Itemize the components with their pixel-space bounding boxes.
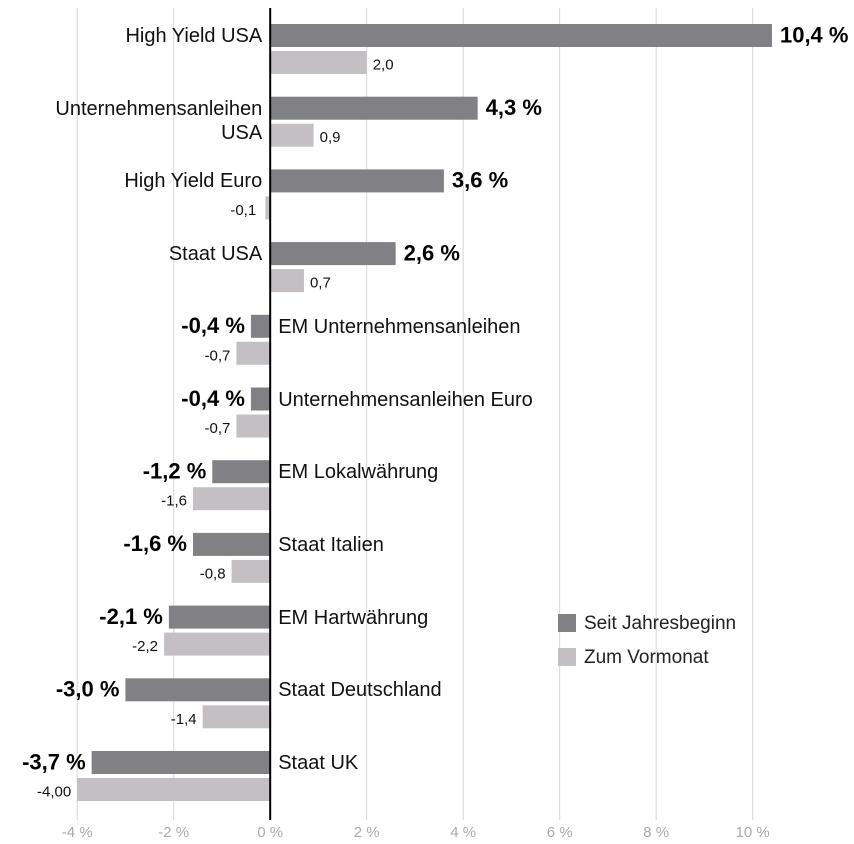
value-label: 2,0 <box>373 56 394 73</box>
bar <box>250 387 271 411</box>
x-tick-label: 0 % <box>257 824 283 841</box>
value-label: 10,4 % <box>780 22 849 47</box>
value-label: 4,3 % <box>486 95 542 120</box>
bar <box>270 269 304 293</box>
value-label: -0,7 <box>205 347 231 364</box>
category-label: High Yield Euro <box>124 170 263 193</box>
bar <box>192 532 271 556</box>
bar <box>202 705 271 729</box>
value-label: -2,2 <box>132 638 158 655</box>
value-label: 3,6 % <box>452 168 508 193</box>
bar <box>164 632 271 656</box>
value-label: -1,2 % <box>143 459 207 484</box>
x-tick-label: 2 % <box>354 824 380 841</box>
value-label: 0,7 <box>310 275 331 292</box>
value-label: 0,9 <box>320 129 341 146</box>
bar <box>212 460 271 484</box>
category-label: Unternehmensanleihen Euro <box>278 388 533 411</box>
legend-swatch <box>558 614 576 632</box>
category-label: EM Hartwährung <box>278 606 429 629</box>
value-label: -0,1 <box>230 202 256 219</box>
value-label: -1,4 <box>171 711 197 728</box>
value-label: 2,6 % <box>404 240 460 265</box>
x-tick-label: 8 % <box>643 824 669 841</box>
bar <box>270 96 478 120</box>
bar <box>91 751 271 774</box>
category-label: Staat USA <box>168 243 263 266</box>
value-label: -0,7 <box>205 420 231 437</box>
category-label: Unternehmensanleihen USA <box>55 97 263 144</box>
bar <box>270 242 396 266</box>
value-label: -0,8 <box>200 565 226 582</box>
value-label: -4,00 <box>37 783 71 800</box>
value-label: -2,1 % <box>99 604 163 629</box>
value-label: -1,6 <box>161 493 187 510</box>
bar <box>77 778 271 801</box>
x-tick-label: -2 % <box>158 824 189 841</box>
bar <box>270 123 314 147</box>
value-label: -0,4 % <box>181 313 245 338</box>
category-label: EM Lokalwährung <box>278 461 439 484</box>
bar <box>192 487 271 511</box>
bar <box>270 24 772 47</box>
bar <box>270 51 367 74</box>
legend-label: Zum Vormonat <box>584 647 709 668</box>
bar <box>270 169 444 193</box>
x-tick-label: -4 % <box>62 824 93 841</box>
legend-swatch <box>558 648 576 666</box>
category-label: Staat Italien <box>278 533 384 556</box>
bar <box>125 678 271 702</box>
category-label: Staat Deutschland <box>278 679 442 702</box>
bar <box>250 314 271 338</box>
value-label: -3,7 % <box>22 749 86 774</box>
category-label: Staat UK <box>278 752 359 774</box>
category-label: EM Unternehmensanleihen <box>278 315 521 338</box>
bar <box>236 414 271 438</box>
bar <box>265 196 271 220</box>
x-tick-label: 4 % <box>450 824 476 841</box>
value-label: -3,0 % <box>56 677 120 702</box>
bar <box>231 559 271 583</box>
x-tick-label: 6 % <box>547 824 573 841</box>
category-label: High Yield USA <box>125 25 263 47</box>
bar <box>168 605 271 629</box>
bar <box>236 341 271 365</box>
value-label: -0,4 % <box>181 386 245 411</box>
legend-label: Seit Jahresbeginn <box>584 613 736 634</box>
value-label: -1,6 % <box>123 531 187 556</box>
x-tick-label: 10 % <box>736 824 770 841</box>
